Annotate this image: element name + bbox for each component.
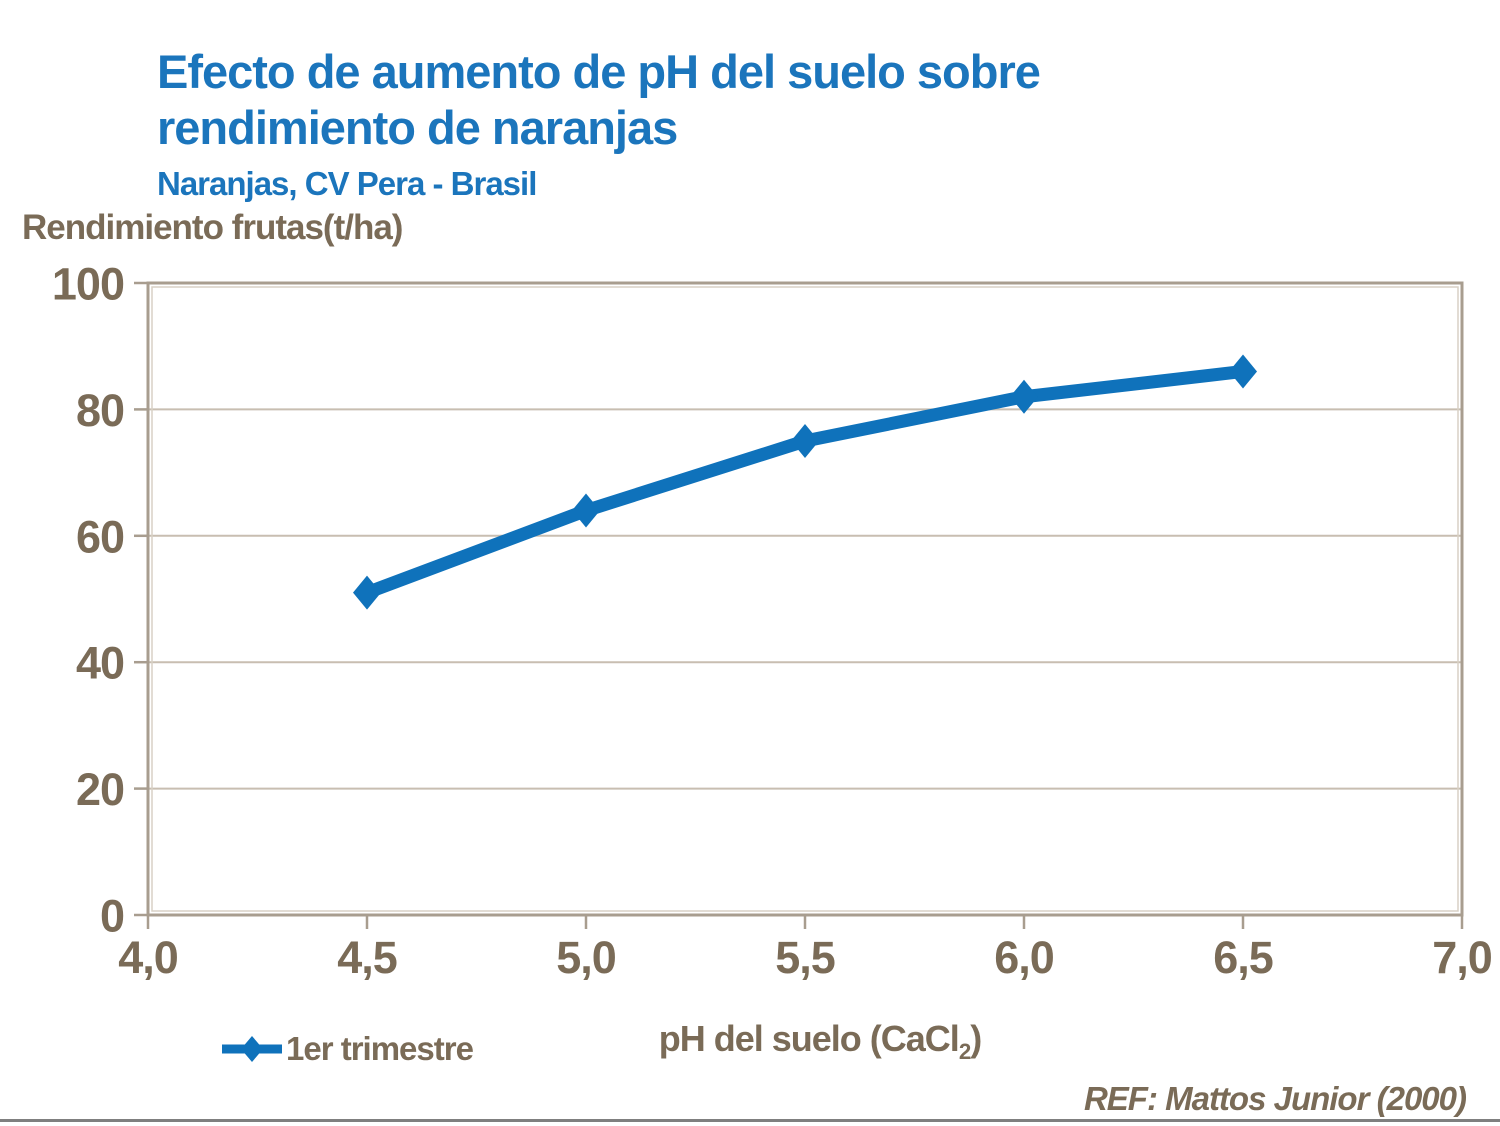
chart-title-block: Efecto de aumento de pH del suelo sobre …: [157, 44, 1357, 204]
x-axis-title-subscript: 2: [958, 1039, 971, 1065]
x-tick-label: 7,0: [1432, 932, 1492, 983]
legend-marker-icon: [222, 1036, 282, 1062]
chart-title-line1: Efecto de aumento de pH del suelo sobre: [157, 45, 1041, 98]
y-tick-label: 100: [52, 259, 124, 310]
y-tick-label: 0: [100, 891, 124, 942]
y-tick-label: 60: [76, 511, 124, 562]
y-tick-label: 80: [76, 385, 124, 436]
plot-border-inner: [151, 286, 1459, 912]
x-tick-label: 4,0: [118, 932, 178, 983]
x-axis-title: pH del suelo (CaCl2): [560, 1018, 1080, 1065]
data-point-marker: [791, 424, 819, 458]
reference-text: REF: Mattos Junior (2000): [1083, 1080, 1467, 1117]
plot-border: [146, 281, 1464, 917]
chart-subtitle: Naranjas, CV Pera - Brasil: [157, 165, 537, 202]
data-point-marker: [1010, 379, 1038, 414]
data-point-marker: [1229, 354, 1257, 389]
legend: 1er trimestre: [220, 1030, 474, 1068]
legend-series-label: 1er trimestre: [286, 1030, 474, 1067]
x-axis-title-text: pH del suelo (CaCl: [658, 1018, 960, 1059]
x-tick-label: 5,0: [556, 932, 616, 983]
y-tick-label: 20: [76, 764, 124, 815]
data-point-marker: [353, 575, 381, 610]
data-point-marker: [572, 493, 600, 528]
x-tick-label: 4,5: [337, 932, 397, 983]
bottom-divider: [0, 1119, 1500, 1122]
x-axis-title-suffix: ): [970, 1018, 982, 1059]
chart-title-line2: rendimiento de naranjas: [157, 101, 678, 154]
series-line: [360, 364, 1250, 600]
y-axis-title: Rendimiento frutas(t/ha): [22, 208, 403, 247]
x-tick-label: 5,5: [775, 932, 835, 983]
y-tick-label: 40: [76, 638, 124, 689]
x-tick-label: 6,0: [994, 932, 1054, 983]
x-tick-label: 6,5: [1213, 932, 1273, 983]
